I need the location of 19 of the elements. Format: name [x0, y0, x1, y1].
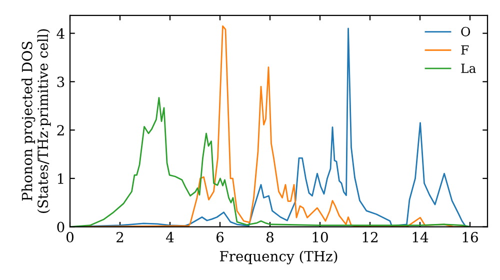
x-tick-label: 0	[66, 232, 74, 242]
x-tick-label: 14	[412, 232, 428, 242]
x-tick-label: 8	[266, 232, 274, 242]
x-tick-label: 4	[166, 232, 174, 242]
y-axis-title: Phonon projected DOS (States/THz·primitive cell)	[22, 29, 51, 213]
legend-label: F	[461, 45, 469, 54]
y-tick-label: 4	[56, 28, 64, 39]
y-tick-label: 3	[57, 76, 64, 88]
y-tick-label: 1	[58, 173, 64, 184]
x-tick-label: 10	[312, 232, 328, 242]
x-tick-label: 16	[462, 232, 478, 242]
x-tick-label: 2	[116, 232, 124, 242]
x-axis-title: Frequency (THz)	[220, 250, 338, 264]
y-tick-label: 2	[57, 125, 64, 136]
x-tick-label: 12	[362, 232, 378, 242]
legend-label: La	[461, 64, 476, 74]
x-tick-label: 6	[216, 232, 224, 242]
y-tick-label: 0	[57, 222, 64, 232]
legend-label: O	[461, 26, 470, 36]
